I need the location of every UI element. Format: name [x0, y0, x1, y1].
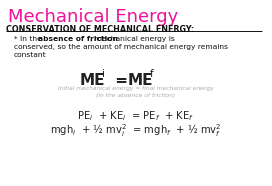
Text: i: i [102, 69, 105, 79]
Text: conserved, so the amount of mechanical energy remains: conserved, so the amount of mechanical e… [14, 44, 228, 50]
Text: absence of friction: absence of friction [39, 36, 118, 42]
Text: CONSERVATION OF MECHANICAL ENERGY:: CONSERVATION OF MECHANICAL ENERGY: [6, 25, 194, 34]
Text: Initial mechanical energy = final mechanical energy: Initial mechanical energy = final mechan… [58, 86, 214, 91]
Text: * In the: * In the [14, 36, 44, 42]
Text: f: f [150, 69, 154, 79]
Text: , mechanical energy is: , mechanical energy is [91, 36, 175, 42]
Text: =: = [110, 73, 133, 88]
Text: mgh$_i$  + ½ mv$_i^2$  = mgh$_f$  + ½ mv$_f^2$: mgh$_i$ + ½ mv$_i^2$ = mgh$_f$ + ½ mv$_f… [50, 122, 222, 139]
Text: ME: ME [128, 73, 153, 88]
Text: (in the absence of friction): (in the absence of friction) [97, 93, 175, 98]
Text: ME: ME [80, 73, 106, 88]
Text: PE$_i$  + KE$_i$  = PE$_f$  + KE$_f$: PE$_i$ + KE$_i$ = PE$_f$ + KE$_f$ [78, 109, 194, 123]
Text: constant: constant [14, 52, 47, 58]
Text: Mechanical Energy: Mechanical Energy [8, 8, 178, 26]
